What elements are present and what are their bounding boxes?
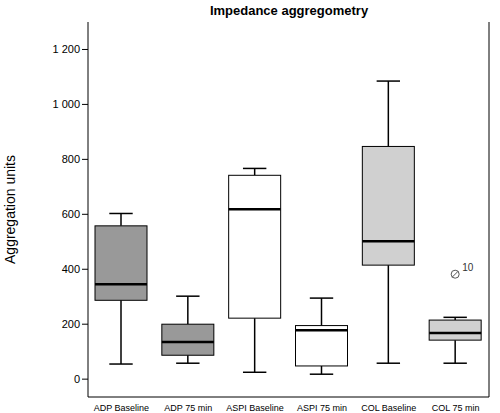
svg-text:10: 10 [462,262,474,273]
svg-text:1 200: 1 200 [52,43,80,55]
svg-text:ADP 75 min: ADP 75 min [164,403,212,413]
svg-text:Aggregation units: Aggregation units [8,155,18,264]
svg-text:COL Baseline: COL Baseline [361,403,416,413]
svg-text:400: 400 [62,263,80,275]
svg-text:800: 800 [62,153,80,165]
svg-text:200: 200 [62,318,80,330]
svg-text:ASPI 75 min: ASPI 75 min [297,403,347,413]
svg-text:ASPI Baseline: ASPI Baseline [226,403,284,413]
svg-text:1 000: 1 000 [52,98,80,110]
html-text:Impedance aggregometry: Impedance aggregometry [209,3,369,18]
svg-text:COL 75 min: COL 75 min [432,403,480,413]
svg-text:600: 600 [62,208,80,220]
svg-text:ADP Baseline: ADP Baseline [94,403,149,413]
svg-text:0: 0 [74,373,80,385]
